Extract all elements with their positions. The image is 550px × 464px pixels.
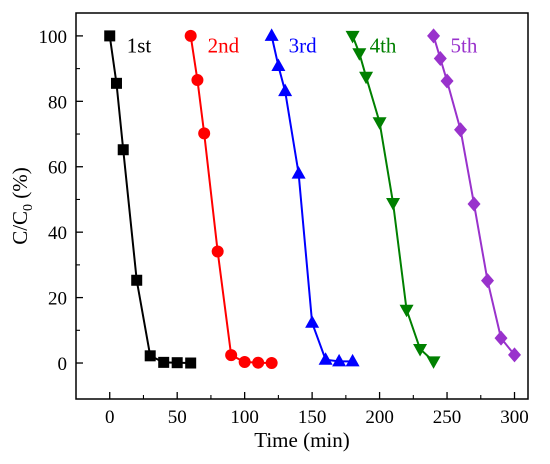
x-tick-label: 50 (168, 407, 187, 428)
data-point (117, 144, 129, 156)
x-tick-label: 250 (433, 407, 462, 428)
y-tick-label: 20 (48, 289, 67, 310)
data-point (131, 274, 143, 286)
series-label-4th: 4th (370, 33, 397, 57)
data-point (110, 77, 122, 89)
x-tick-label: 0 (105, 407, 115, 428)
data-point (184, 29, 197, 42)
data-point (433, 50, 447, 66)
x-tick-label: 300 (500, 407, 529, 428)
series-label-1st: 1st (127, 33, 152, 57)
series-1st (104, 30, 197, 369)
series-5th (427, 28, 522, 363)
data-point (494, 330, 508, 346)
data-point (359, 71, 374, 85)
series-label-3rd: 3rd (289, 33, 317, 57)
data-point (104, 30, 116, 42)
y-axis-label-tail: (%) (8, 167, 32, 204)
data-point (345, 353, 360, 367)
data-point (291, 166, 306, 179)
data-point (426, 356, 441, 369)
series-labels: 1st 2nd 3rd 4th 5th (127, 33, 478, 57)
y-tick-label: 100 (39, 27, 68, 48)
y-axis-label-sub: 0 (21, 204, 36, 211)
y-axis-label: C/C0 (%) (8, 167, 36, 245)
series-2nd (184, 29, 278, 370)
data-point (508, 347, 522, 363)
data-point (318, 352, 333, 365)
data-point (454, 122, 468, 138)
data-point (332, 353, 347, 367)
data-point (305, 315, 320, 328)
data-point (225, 349, 238, 362)
data-point (144, 350, 156, 362)
data-point (345, 30, 360, 44)
series-3rd (264, 28, 360, 367)
data-point (413, 343, 428, 357)
data-point (271, 58, 286, 71)
data-point (185, 357, 197, 369)
y-tick-label: 0 (58, 354, 68, 375)
series-line (189, 35, 272, 365)
data-point (372, 117, 387, 130)
data-point (399, 304, 414, 318)
data-point (171, 357, 183, 369)
series-label-5th: 5th (451, 33, 478, 57)
axes: 0 50 100 150 200 250 300 0 20 40 60 80 100 (39, 27, 529, 428)
data-point (265, 357, 278, 370)
x-axis-label: Time (min) (254, 428, 349, 452)
data-point (191, 74, 204, 87)
data-point (238, 356, 251, 369)
data-point (427, 28, 441, 44)
data-point (278, 83, 293, 97)
series-label-2nd: 2nd (208, 33, 240, 57)
data-point (386, 198, 401, 211)
y-axis-label-main: C/C (8, 211, 32, 245)
data-point (252, 356, 265, 369)
series-line (270, 35, 353, 363)
data-point (198, 127, 211, 140)
data-point (264, 28, 279, 41)
y-tick-label: 80 (48, 92, 67, 113)
data-point (467, 196, 481, 212)
data-point (158, 356, 170, 368)
y-tick-label: 60 (48, 158, 67, 179)
series-4th (345, 30, 441, 369)
y-tick-label: 40 (48, 223, 67, 244)
data-point (481, 273, 495, 289)
plot-frame (75, 12, 529, 400)
data-point (352, 48, 367, 61)
series-layer (104, 28, 522, 370)
data-point (440, 73, 454, 89)
x-tick-label: 150 (298, 407, 327, 428)
x-tick-label: 200 (365, 407, 394, 428)
data-point (211, 245, 224, 258)
x-tick-label: 100 (230, 407, 259, 428)
